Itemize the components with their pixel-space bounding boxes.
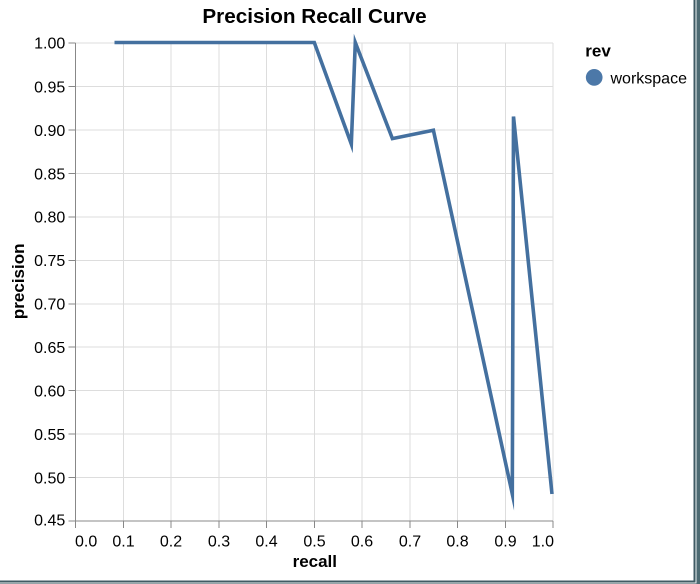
svg-text:0.4: 0.4 [255,533,277,550]
svg-text:0.75: 0.75 [34,253,65,270]
svg-text:0.90: 0.90 [34,123,65,140]
svg-text:0.9: 0.9 [494,533,516,550]
svg-text:0.45: 0.45 [34,513,65,530]
svg-text:0.2: 0.2 [160,533,182,550]
svg-text:0.6: 0.6 [351,533,373,550]
svg-text:1.0: 1.0 [532,533,554,550]
svg-text:0.55: 0.55 [34,427,65,444]
svg-text:0.95: 0.95 [34,79,65,96]
svg-text:0.60: 0.60 [34,384,65,401]
svg-text:0.5: 0.5 [303,533,325,550]
svg-text:recall: recall [293,552,337,571]
svg-text:0.7: 0.7 [399,533,421,550]
svg-text:0.85: 0.85 [34,166,65,183]
svg-text:0.65: 0.65 [34,340,65,357]
svg-text:0.1: 0.1 [112,533,134,550]
svg-text:0.80: 0.80 [34,210,65,227]
svg-text:0.0: 0.0 [75,533,97,550]
svg-text:0.8: 0.8 [446,533,468,550]
svg-text:0.3: 0.3 [208,533,230,550]
svg-text:0.50: 0.50 [34,470,65,487]
svg-text:0.70: 0.70 [34,297,65,314]
svg-text:Precision Recall Curve: Precision Recall Curve [202,5,426,28]
svg-text:rev: rev [585,42,611,61]
svg-text:workspace: workspace [610,71,688,88]
svg-text:precision: precision [9,244,28,320]
svg-text:1.00: 1.00 [34,35,65,52]
